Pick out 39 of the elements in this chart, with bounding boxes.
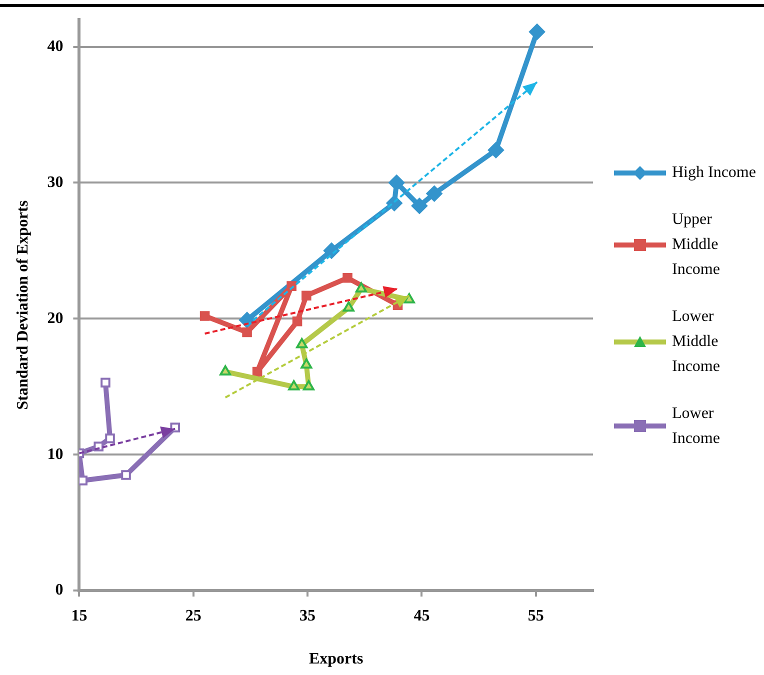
x-tick-label: 35 [300,607,316,624]
y-tick-label: 10 [47,446,64,463]
legend-label: Lower Middle Income [672,307,721,377]
point [426,186,442,202]
point [488,142,504,158]
point [355,282,367,293]
legend-label: Lower Income [672,404,721,449]
x-tick-label: 55 [528,607,544,624]
y-tick-label: 40 [47,38,64,55]
point [388,174,405,191]
point [79,476,88,486]
y-axis-title: Standard Deviation of Exports [14,200,32,410]
point [296,338,308,348]
y-tick-label: 0 [55,582,64,599]
legend-label: High Income [672,163,757,183]
point [252,366,262,377]
point [300,358,312,369]
y-tick-label: 30 [47,174,64,191]
point [288,380,300,390]
point [242,327,252,338]
point [342,273,352,283]
point [220,365,232,376]
point [302,290,312,300]
legend-label: Upper Middle Income [672,210,721,280]
point [403,293,415,304]
x-axis-title: Exports [308,650,364,668]
point [342,301,354,312]
point [302,380,314,390]
x-tick-label: 25 [185,607,202,624]
point [121,470,131,480]
point [200,311,210,321]
point [100,378,110,388]
point [292,316,302,326]
y-tick-label: 20 [47,310,64,327]
point [411,198,428,214]
x-tick-label: 15 [71,607,88,624]
x-tick-label: 45 [414,607,430,624]
point [105,433,115,444]
point [529,24,546,40]
